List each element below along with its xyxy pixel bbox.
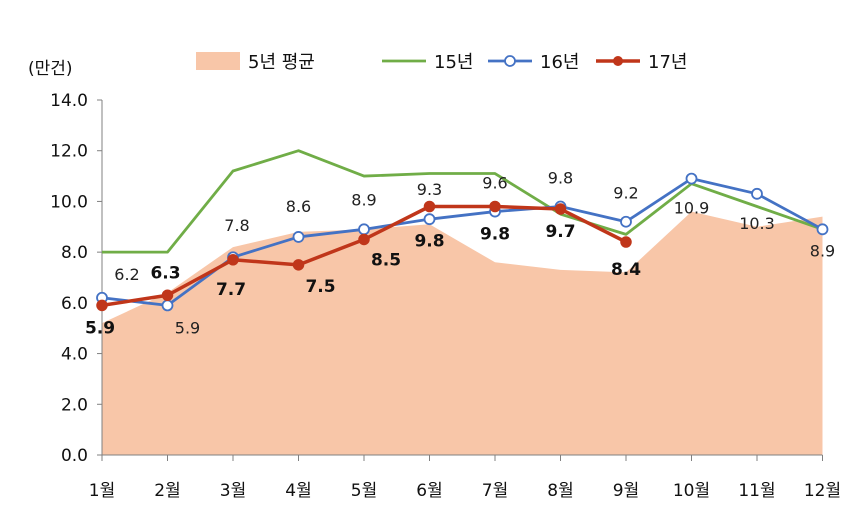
legend-label: 16년 (540, 52, 579, 73)
legend-marker-17 (613, 56, 623, 66)
y-tick-label: 6.0 (61, 294, 88, 314)
legend-label: 15년 (434, 52, 473, 73)
data-label-16: 6.2 (114, 265, 139, 284)
data-label-16: 10.9 (674, 199, 710, 218)
point-16 (292, 231, 305, 243)
label-layer: 6.2 5.9 7.8 8.6 8.9 9.3 9.6 9.8 9.2 10.9 10.3 8.9 5.… (85, 169, 835, 339)
point-17 (489, 200, 501, 213)
data-label-17: 7.5 (305, 277, 335, 297)
axis-layer: 0.0 2.0 4.0 6.0 8.0 10.0 12.0 14.0 1월 2월 3월 4월 5월 6월 7… (50, 91, 841, 501)
point-16 (816, 223, 829, 236)
x-tick-label: 8월 (547, 481, 573, 501)
x-tick-label: 4월 (285, 481, 311, 501)
data-label-16: 9.3 (417, 180, 442, 199)
data-label-16: 5.9 (175, 318, 200, 337)
y-tick-label: 12.0 (50, 142, 88, 162)
point-16 (423, 213, 436, 226)
x-tick-label: 2월 (154, 481, 180, 501)
legend-swatch-5yr-average (196, 52, 240, 70)
point-16 (358, 223, 370, 236)
data-label-17: 6.3 (150, 263, 180, 283)
data-label-16: 9.8 (548, 169, 573, 188)
data-label-16: 8.6 (286, 197, 311, 216)
x-tick-label: 10월 (673, 481, 710, 501)
point-16 (751, 187, 763, 200)
x-tick-label: 9월 (613, 481, 639, 501)
data-label-17: 8.4 (611, 260, 641, 280)
data-label-16: 10.3 (739, 214, 775, 233)
x-tick-label: 7월 (482, 481, 508, 501)
series-area-5yr-average (102, 211, 823, 455)
x-tick-label: 5월 (351, 481, 377, 501)
line-layer (96, 149, 829, 312)
point-17 (96, 299, 108, 312)
legend-label: 17년 (648, 52, 687, 73)
point-17 (292, 259, 305, 271)
data-label-16: 9.2 (613, 184, 638, 203)
x-tick-label: 11월 (738, 481, 775, 501)
y-tick-label: 0.0 (61, 446, 88, 466)
x-tick-label: 3월 (220, 481, 246, 501)
data-label-17: 9.8 (480, 225, 510, 245)
series-line-1 (102, 149, 823, 254)
data-label-16: 8.9 (351, 190, 376, 209)
point-17 (358, 233, 370, 246)
x-tick-label: 12월 (804, 481, 841, 501)
y-tick-label: 14.0 (50, 91, 88, 111)
point-17 (227, 254, 239, 266)
data-label-17: 8.5 (371, 250, 401, 270)
y-tick-label: 8.0 (61, 243, 88, 263)
data-label-16: 7.8 (224, 216, 249, 235)
data-label-17: 9.7 (545, 222, 575, 242)
legend-label: 5년 평균 (248, 52, 315, 73)
point-16 (685, 172, 698, 185)
data-label-16: 8.9 (810, 241, 835, 260)
data-label-17: 5.9 (85, 318, 115, 338)
point-17 (423, 200, 436, 213)
point-17 (161, 289, 174, 301)
point-16 (620, 215, 632, 228)
data-label-17: 7.7 (216, 280, 246, 300)
y-axis-label: (만건) (28, 59, 73, 79)
x-tick-label: 6월 (416, 481, 442, 501)
y-tick-label: 4.0 (61, 345, 88, 365)
data-label-17: 9.8 (414, 232, 444, 252)
point-16 (161, 299, 174, 312)
legend-marker-16 (504, 55, 516, 67)
data-label-16: 9.6 (482, 174, 507, 193)
point-17 (554, 203, 567, 215)
x-tick-label: 1월 (89, 481, 115, 501)
y-tick-label: 2.0 (61, 395, 88, 415)
legend: 5년 평균 15년 16년 17년 (196, 52, 687, 73)
point-17 (620, 236, 632, 248)
y-tick-label: 10.0 (50, 192, 88, 212)
area-layer (102, 211, 823, 455)
